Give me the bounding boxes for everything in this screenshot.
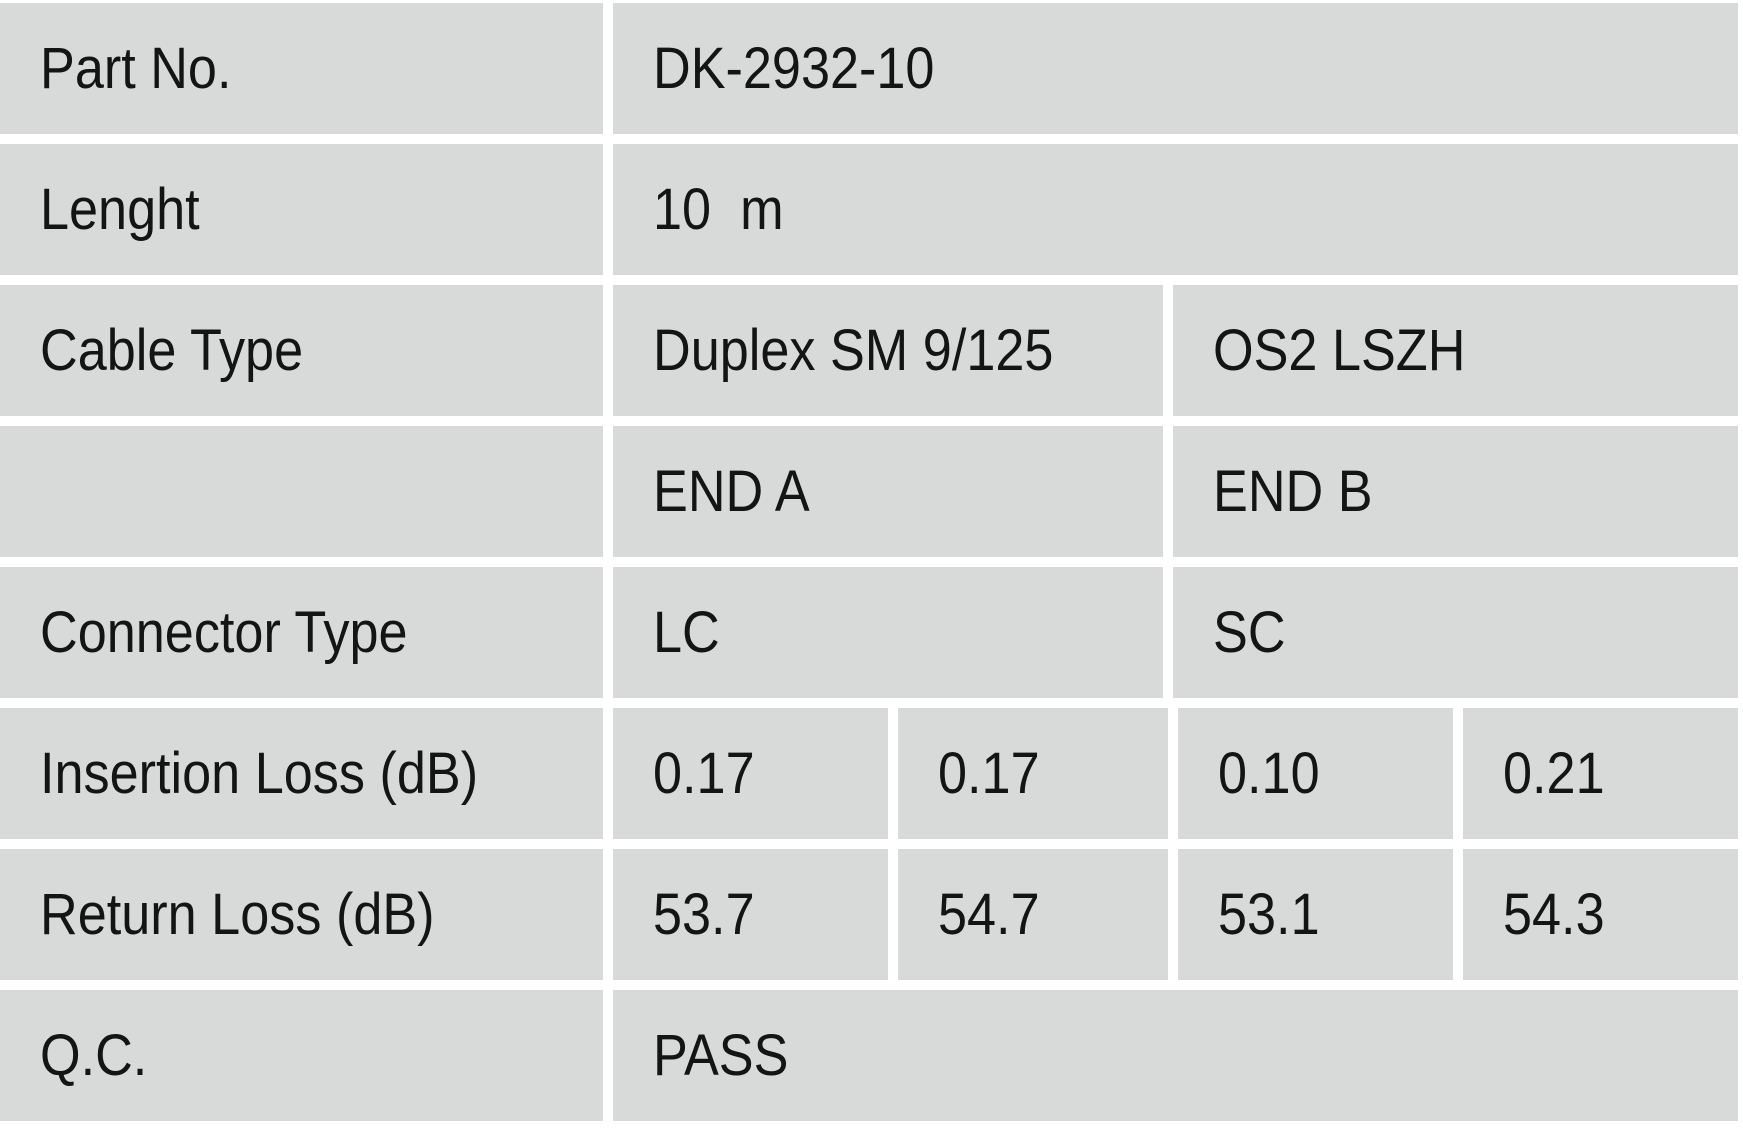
part-no-value-cell: DK-2932-10 (613, 3, 1738, 134)
return-loss-value-4: 54.3 (1503, 881, 1605, 947)
row-length: Lenght 10 m (0, 144, 1738, 275)
row-cable-type: Cable Type Duplex SM 9/125 OS2 LSZH (0, 285, 1738, 416)
row-end-header: END A END B (0, 426, 1738, 557)
return-loss-value-3: 53.1 (1218, 881, 1320, 947)
end-header-empty-cell (0, 426, 603, 557)
return-loss-value-1-cell: 53.7 (613, 849, 888, 980)
part-no-value: DK-2932-10 (653, 35, 935, 101)
insertion-loss-value-3: 0.10 (1218, 740, 1320, 806)
connector-type-value-a-cell: LC (613, 567, 1163, 698)
row-insertion-loss: Insertion Loss (dB) 0.17 0.17 0.10 0.21 (0, 708, 1738, 839)
insertion-loss-value-1: 0.17 (653, 740, 755, 806)
end-b-header: END B (1213, 458, 1373, 524)
return-loss-value-4-cell: 54.3 (1463, 849, 1738, 980)
connector-type-value-a: LC (653, 599, 720, 665)
cable-type-value-b: OS2 LSZH (1213, 317, 1466, 383)
return-loss-value-2-cell: 54.7 (898, 849, 1168, 980)
part-no-label-cell: Part No. (0, 3, 603, 134)
spec-table: Part No. DK-2932-10 Lenght 10 m Cable Ty… (0, 3, 1738, 1121)
length-label: Lenght (40, 176, 200, 242)
length-label-cell: Lenght (0, 144, 603, 275)
connector-type-label-cell: Connector Type (0, 567, 603, 698)
insertion-loss-value-1-cell: 0.17 (613, 708, 888, 839)
cable-type-label-cell: Cable Type (0, 285, 603, 416)
cable-type-value-b-cell: OS2 LSZH (1173, 285, 1738, 416)
end-a-header: END A (653, 458, 810, 524)
end-a-header-cell: END A (613, 426, 1163, 557)
cable-type-value-a-cell: Duplex SM 9/125 (613, 285, 1163, 416)
end-b-header-cell: END B (1173, 426, 1738, 557)
qc-value: PASS (653, 1022, 789, 1088)
return-loss-value-1: 53.7 (653, 881, 755, 947)
insertion-loss-value-2: 0.17 (938, 740, 1040, 806)
insertion-loss-label-cell: Insertion Loss (dB) (0, 708, 603, 839)
connector-type-value-b-cell: SC (1173, 567, 1738, 698)
qc-value-cell: PASS (613, 990, 1738, 1121)
return-loss-label-cell: Return Loss (dB) (0, 849, 603, 980)
row-return-loss: Return Loss (dB) 53.7 54.7 53.1 54.3 (0, 849, 1738, 980)
return-loss-label: Return Loss (dB) (40, 881, 435, 947)
connector-type-label: Connector Type (40, 599, 408, 665)
length-value-cell: 10 m (613, 144, 1738, 275)
cable-type-value-a: Duplex SM 9/125 (653, 317, 1054, 383)
insertion-loss-value-3-cell: 0.10 (1178, 708, 1453, 839)
row-qc: Q.C. PASS (0, 990, 1738, 1121)
qc-label-cell: Q.C. (0, 990, 603, 1121)
insertion-loss-value-4: 0.21 (1503, 740, 1605, 806)
part-no-label: Part No. (40, 35, 232, 101)
connector-type-value-b: SC (1213, 599, 1286, 665)
row-connector-type: Connector Type LC SC (0, 567, 1738, 698)
cable-type-label: Cable Type (40, 317, 304, 383)
row-part-no: Part No. DK-2932-10 (0, 3, 1738, 134)
return-loss-value-2: 54.7 (938, 881, 1040, 947)
insertion-loss-label: Insertion Loss (dB) (40, 740, 479, 806)
length-value: 10 m (653, 176, 784, 242)
qc-label: Q.C. (40, 1022, 148, 1088)
insertion-loss-value-4-cell: 0.21 (1463, 708, 1738, 839)
return-loss-value-3-cell: 53.1 (1178, 849, 1453, 980)
insertion-loss-value-2-cell: 0.17 (898, 708, 1168, 839)
